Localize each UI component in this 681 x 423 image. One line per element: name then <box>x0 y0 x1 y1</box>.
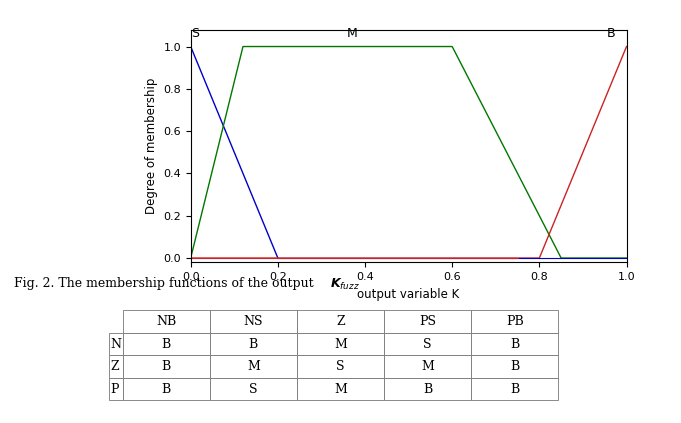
Text: S: S <box>191 27 200 40</box>
Text: Fig. 2. The membership functions of the output: Fig. 2. The membership functions of the … <box>14 277 317 290</box>
Y-axis label: Degree of membership: Degree of membership <box>144 78 158 214</box>
Text: M: M <box>347 27 358 40</box>
Text: B: B <box>607 27 616 40</box>
X-axis label: output variable K: output variable K <box>358 288 460 300</box>
Text: $\boldsymbol{K}_{fuzz}$: $\boldsymbol{K}_{fuzz}$ <box>330 277 360 292</box>
